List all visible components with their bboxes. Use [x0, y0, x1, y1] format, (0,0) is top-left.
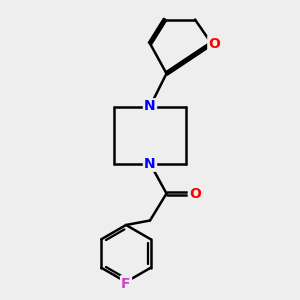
Text: O: O: [189, 187, 201, 200]
Text: F: F: [121, 277, 131, 290]
Text: N: N: [144, 157, 156, 170]
Text: O: O: [208, 37, 220, 50]
Text: N: N: [144, 100, 156, 113]
